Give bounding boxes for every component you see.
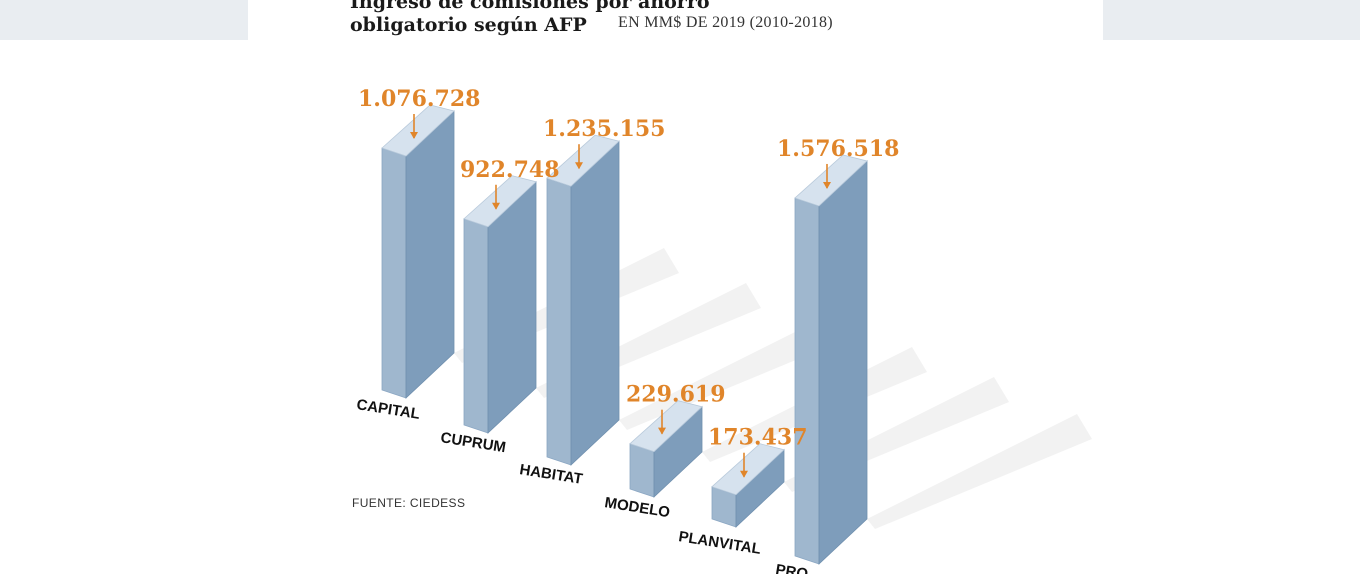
value-label-habitat: 1.235.155 (543, 116, 665, 142)
value-arrowhead-planvital (740, 470, 748, 478)
value-arrowhead-habitat (575, 162, 583, 170)
source-note: FUENTE: CIEDESS (352, 496, 466, 510)
category-label-cuprum: CUPRUM (439, 429, 507, 456)
value-label-capital: 1.076.728 (358, 86, 480, 112)
bar-front-cuprum (463, 218, 489, 434)
value-label-cuprum: 922.748 (460, 157, 560, 183)
value-arrowhead-cuprum (492, 202, 500, 210)
value-arrowhead-capital (410, 132, 418, 139)
bar-side-capital (405, 110, 455, 399)
bar-shadow-habitat (619, 315, 844, 430)
chart-subtitle: EN MM$ DE 2019 (2010-2018) (618, 14, 833, 31)
bar-side-provida (818, 160, 868, 565)
value-label-modelo: 229.619 (626, 382, 726, 408)
value-arrowhead-modelo (658, 427, 666, 435)
bars-group (381, 104, 868, 565)
value-arrowhead-provida (823, 181, 831, 189)
bar-front-habitat (546, 177, 572, 466)
value-label-planvital: 173.437 (708, 425, 808, 451)
bar-front-modelo (629, 443, 655, 498)
bar-front-capital (381, 147, 407, 399)
category-label-modelo: MODELO (603, 494, 671, 521)
category-label-habitat: HABITAT (518, 461, 583, 488)
bar-side-habitat (570, 140, 620, 466)
bar-front-provida (794, 197, 820, 565)
chart-title-line-2: obligatorio según AFP (350, 14, 587, 36)
category-label-planvital: PLANVITAL (677, 528, 762, 558)
bar-shadow-provida (867, 414, 1092, 529)
chart-title-line-1: Ingreso de comisiones por ahorro (350, 0, 710, 13)
category-label-capital: CAPITAL (355, 396, 421, 423)
value-label-provida: 1.576.518 (777, 136, 899, 162)
